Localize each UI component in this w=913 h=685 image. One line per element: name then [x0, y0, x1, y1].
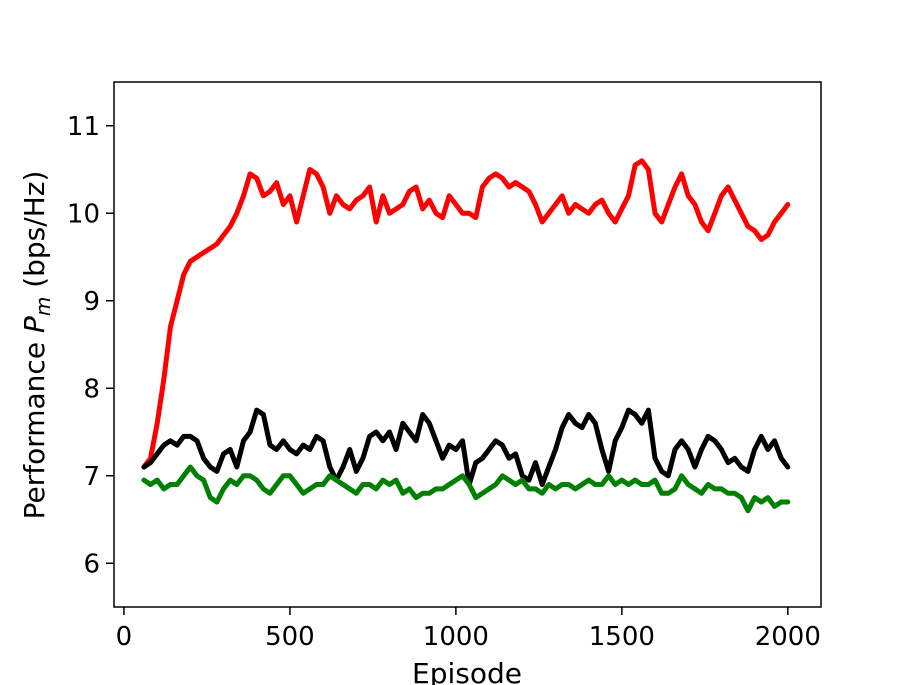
- series-layer: [141, 158, 791, 514]
- x-tick-label: 1000: [423, 622, 489, 652]
- y-tick-label: 9: [83, 287, 100, 317]
- y-tick-label: 8: [83, 374, 100, 404]
- x-axis: 0 500 1000 1500 2000: [116, 607, 821, 652]
- x-tick-label: 500: [265, 622, 315, 652]
- y-axis: 6 7 8 9 10 11: [67, 112, 114, 579]
- series-line-3: [141, 464, 791, 514]
- y-tick-label: 10: [67, 199, 100, 229]
- y-axis-label-prefix: Performance: [18, 333, 51, 519]
- x-tick-label: 0: [116, 622, 133, 652]
- y-tick-label: 7: [83, 462, 100, 492]
- series-line-2: [141, 407, 791, 487]
- x-tick-label: 1500: [589, 622, 655, 652]
- y-axis-label-suffix: (bps/Hz): [18, 171, 51, 297]
- plot-frame: [113, 81, 822, 608]
- series-line-1: [141, 158, 791, 470]
- y-tick-label: 11: [67, 112, 100, 142]
- y-axis-label: Performance Pm (bps/Hz): [18, 171, 55, 520]
- x-axis-label: Episode: [412, 657, 522, 685]
- y-tick-label: 6: [83, 549, 100, 579]
- x-tick-label: 2000: [755, 622, 821, 652]
- y-axis-label-symbol: P: [18, 316, 51, 333]
- y-axis-label-subscript: m: [31, 297, 55, 316]
